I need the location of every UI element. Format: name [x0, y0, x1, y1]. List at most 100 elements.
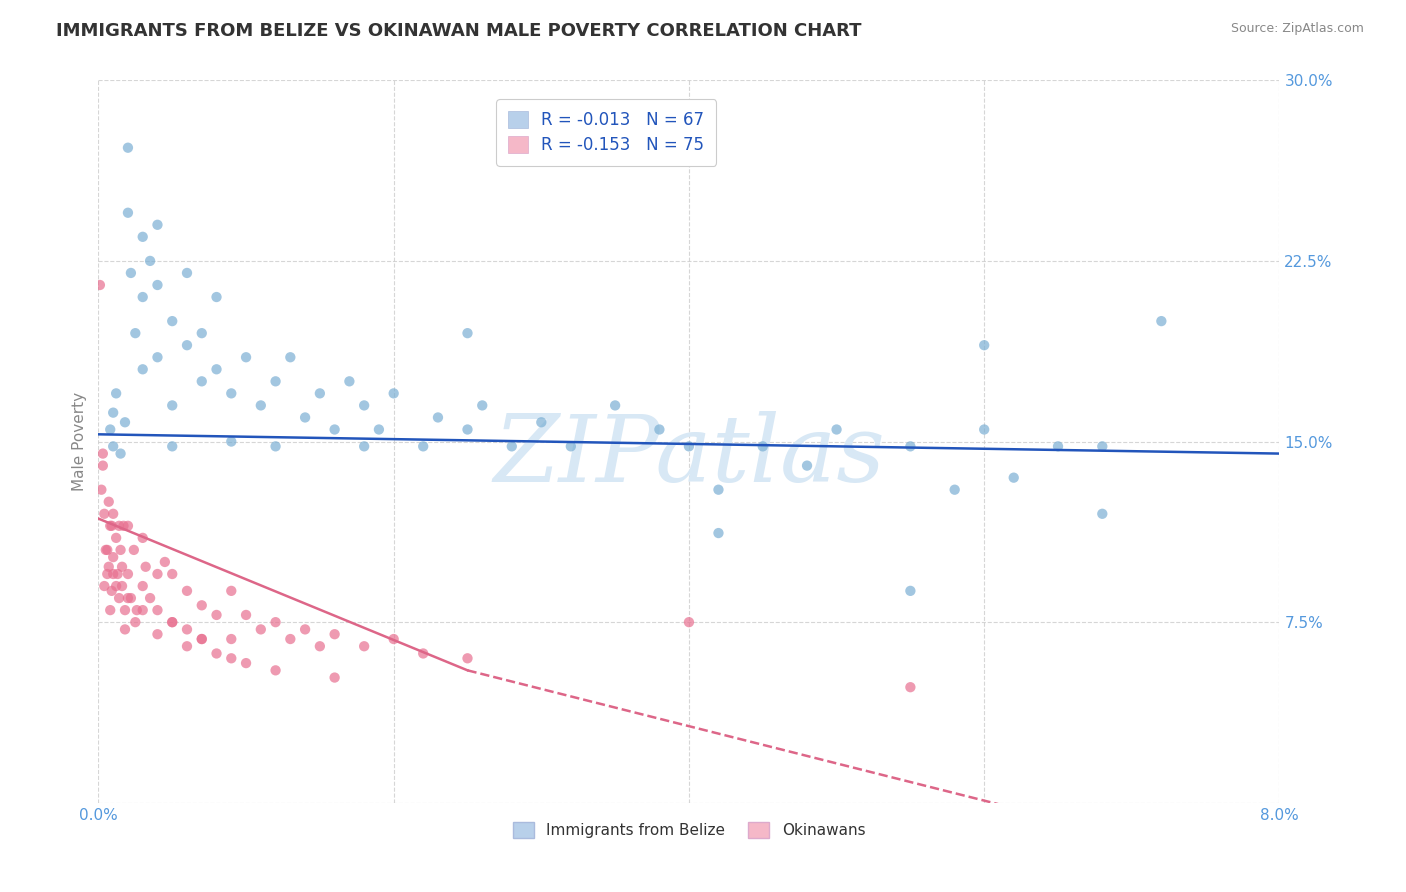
- Point: [235, 350, 257, 364]
- Point: [1002, 470, 1025, 484]
- Point: [98, 603, 121, 617]
- Point: [117, 567, 139, 582]
- Point: [323, 422, 346, 436]
- Point: [973, 338, 995, 352]
- Point: [221, 651, 243, 665]
- Point: [205, 290, 228, 304]
- Point: [176, 639, 198, 653]
- Point: [100, 583, 122, 598]
- Point: [117, 141, 139, 155]
- Point: [176, 623, 198, 637]
- Point: [94, 542, 117, 557]
- Point: [1150, 314, 1173, 328]
- Legend: Immigrants from Belize, Okinawans: Immigrants from Belize, Okinawans: [505, 814, 873, 846]
- Point: [124, 326, 146, 340]
- Point: [294, 623, 316, 637]
- Point: [103, 567, 125, 582]
- Point: [114, 415, 136, 429]
- Point: [105, 386, 128, 401]
- Point: [560, 439, 582, 453]
- Point: [91, 458, 114, 473]
- Point: [382, 632, 405, 646]
- Point: [162, 567, 183, 582]
- Text: Source: ZipAtlas.com: Source: ZipAtlas.com: [1230, 22, 1364, 36]
- Point: [132, 362, 155, 376]
- Point: [900, 583, 922, 598]
- Point: [89, 277, 111, 292]
- Point: [111, 579, 134, 593]
- Point: [90, 483, 112, 497]
- Point: [146, 603, 169, 617]
- Point: [648, 422, 671, 436]
- Point: [264, 439, 287, 453]
- Point: [110, 446, 132, 460]
- Point: [146, 277, 169, 292]
- Point: [162, 314, 183, 328]
- Point: [250, 623, 273, 637]
- Point: [235, 607, 257, 622]
- Point: [105, 579, 128, 593]
- Point: [825, 422, 848, 436]
- Point: [93, 579, 115, 593]
- Point: [796, 458, 818, 473]
- Point: [353, 398, 375, 412]
- Point: [900, 439, 922, 453]
- Point: [412, 647, 434, 661]
- Point: [973, 422, 995, 436]
- Point: [100, 518, 122, 533]
- Point: [264, 374, 287, 388]
- Point: [280, 350, 302, 364]
- Point: [96, 567, 118, 582]
- Point: [176, 266, 198, 280]
- Point: [1091, 439, 1114, 453]
- Point: [139, 591, 162, 605]
- Point: [162, 615, 183, 630]
- Point: [114, 603, 136, 617]
- Point: [264, 615, 287, 630]
- Point: [176, 583, 198, 598]
- Point: [146, 218, 169, 232]
- Point: [235, 656, 257, 670]
- Point: [135, 559, 157, 574]
- Point: [132, 531, 155, 545]
- Point: [323, 627, 346, 641]
- Point: [427, 410, 450, 425]
- Point: [93, 507, 115, 521]
- Point: [191, 599, 214, 613]
- Point: [98, 422, 121, 436]
- Point: [117, 518, 139, 533]
- Point: [1046, 439, 1070, 453]
- Point: [752, 439, 775, 453]
- Point: [1091, 507, 1114, 521]
- Point: [110, 542, 132, 557]
- Point: [91, 446, 114, 460]
- Point: [678, 615, 700, 630]
- Point: [353, 639, 375, 653]
- Point: [457, 422, 479, 436]
- Point: [221, 583, 243, 598]
- Point: [132, 230, 155, 244]
- Point: [294, 410, 316, 425]
- Point: [605, 398, 627, 412]
- Point: [707, 483, 730, 497]
- Text: ZIPatlas: ZIPatlas: [494, 411, 884, 501]
- Point: [457, 326, 479, 340]
- Text: IMMIGRANTS FROM BELIZE VS OKINAWAN MALE POVERTY CORRELATION CHART: IMMIGRANTS FROM BELIZE VS OKINAWAN MALE …: [56, 22, 862, 40]
- Point: [250, 398, 273, 412]
- Point: [221, 386, 243, 401]
- Point: [114, 623, 136, 637]
- Point: [108, 518, 131, 533]
- Point: [264, 664, 287, 678]
- Point: [900, 680, 922, 694]
- Point: [191, 374, 214, 388]
- Point: [117, 205, 139, 219]
- Point: [96, 542, 118, 557]
- Point: [103, 439, 125, 453]
- Point: [124, 615, 146, 630]
- Point: [108, 591, 131, 605]
- Point: [107, 567, 129, 582]
- Point: [162, 398, 183, 412]
- Point: [146, 627, 169, 641]
- Point: [176, 338, 198, 352]
- Point: [205, 647, 228, 661]
